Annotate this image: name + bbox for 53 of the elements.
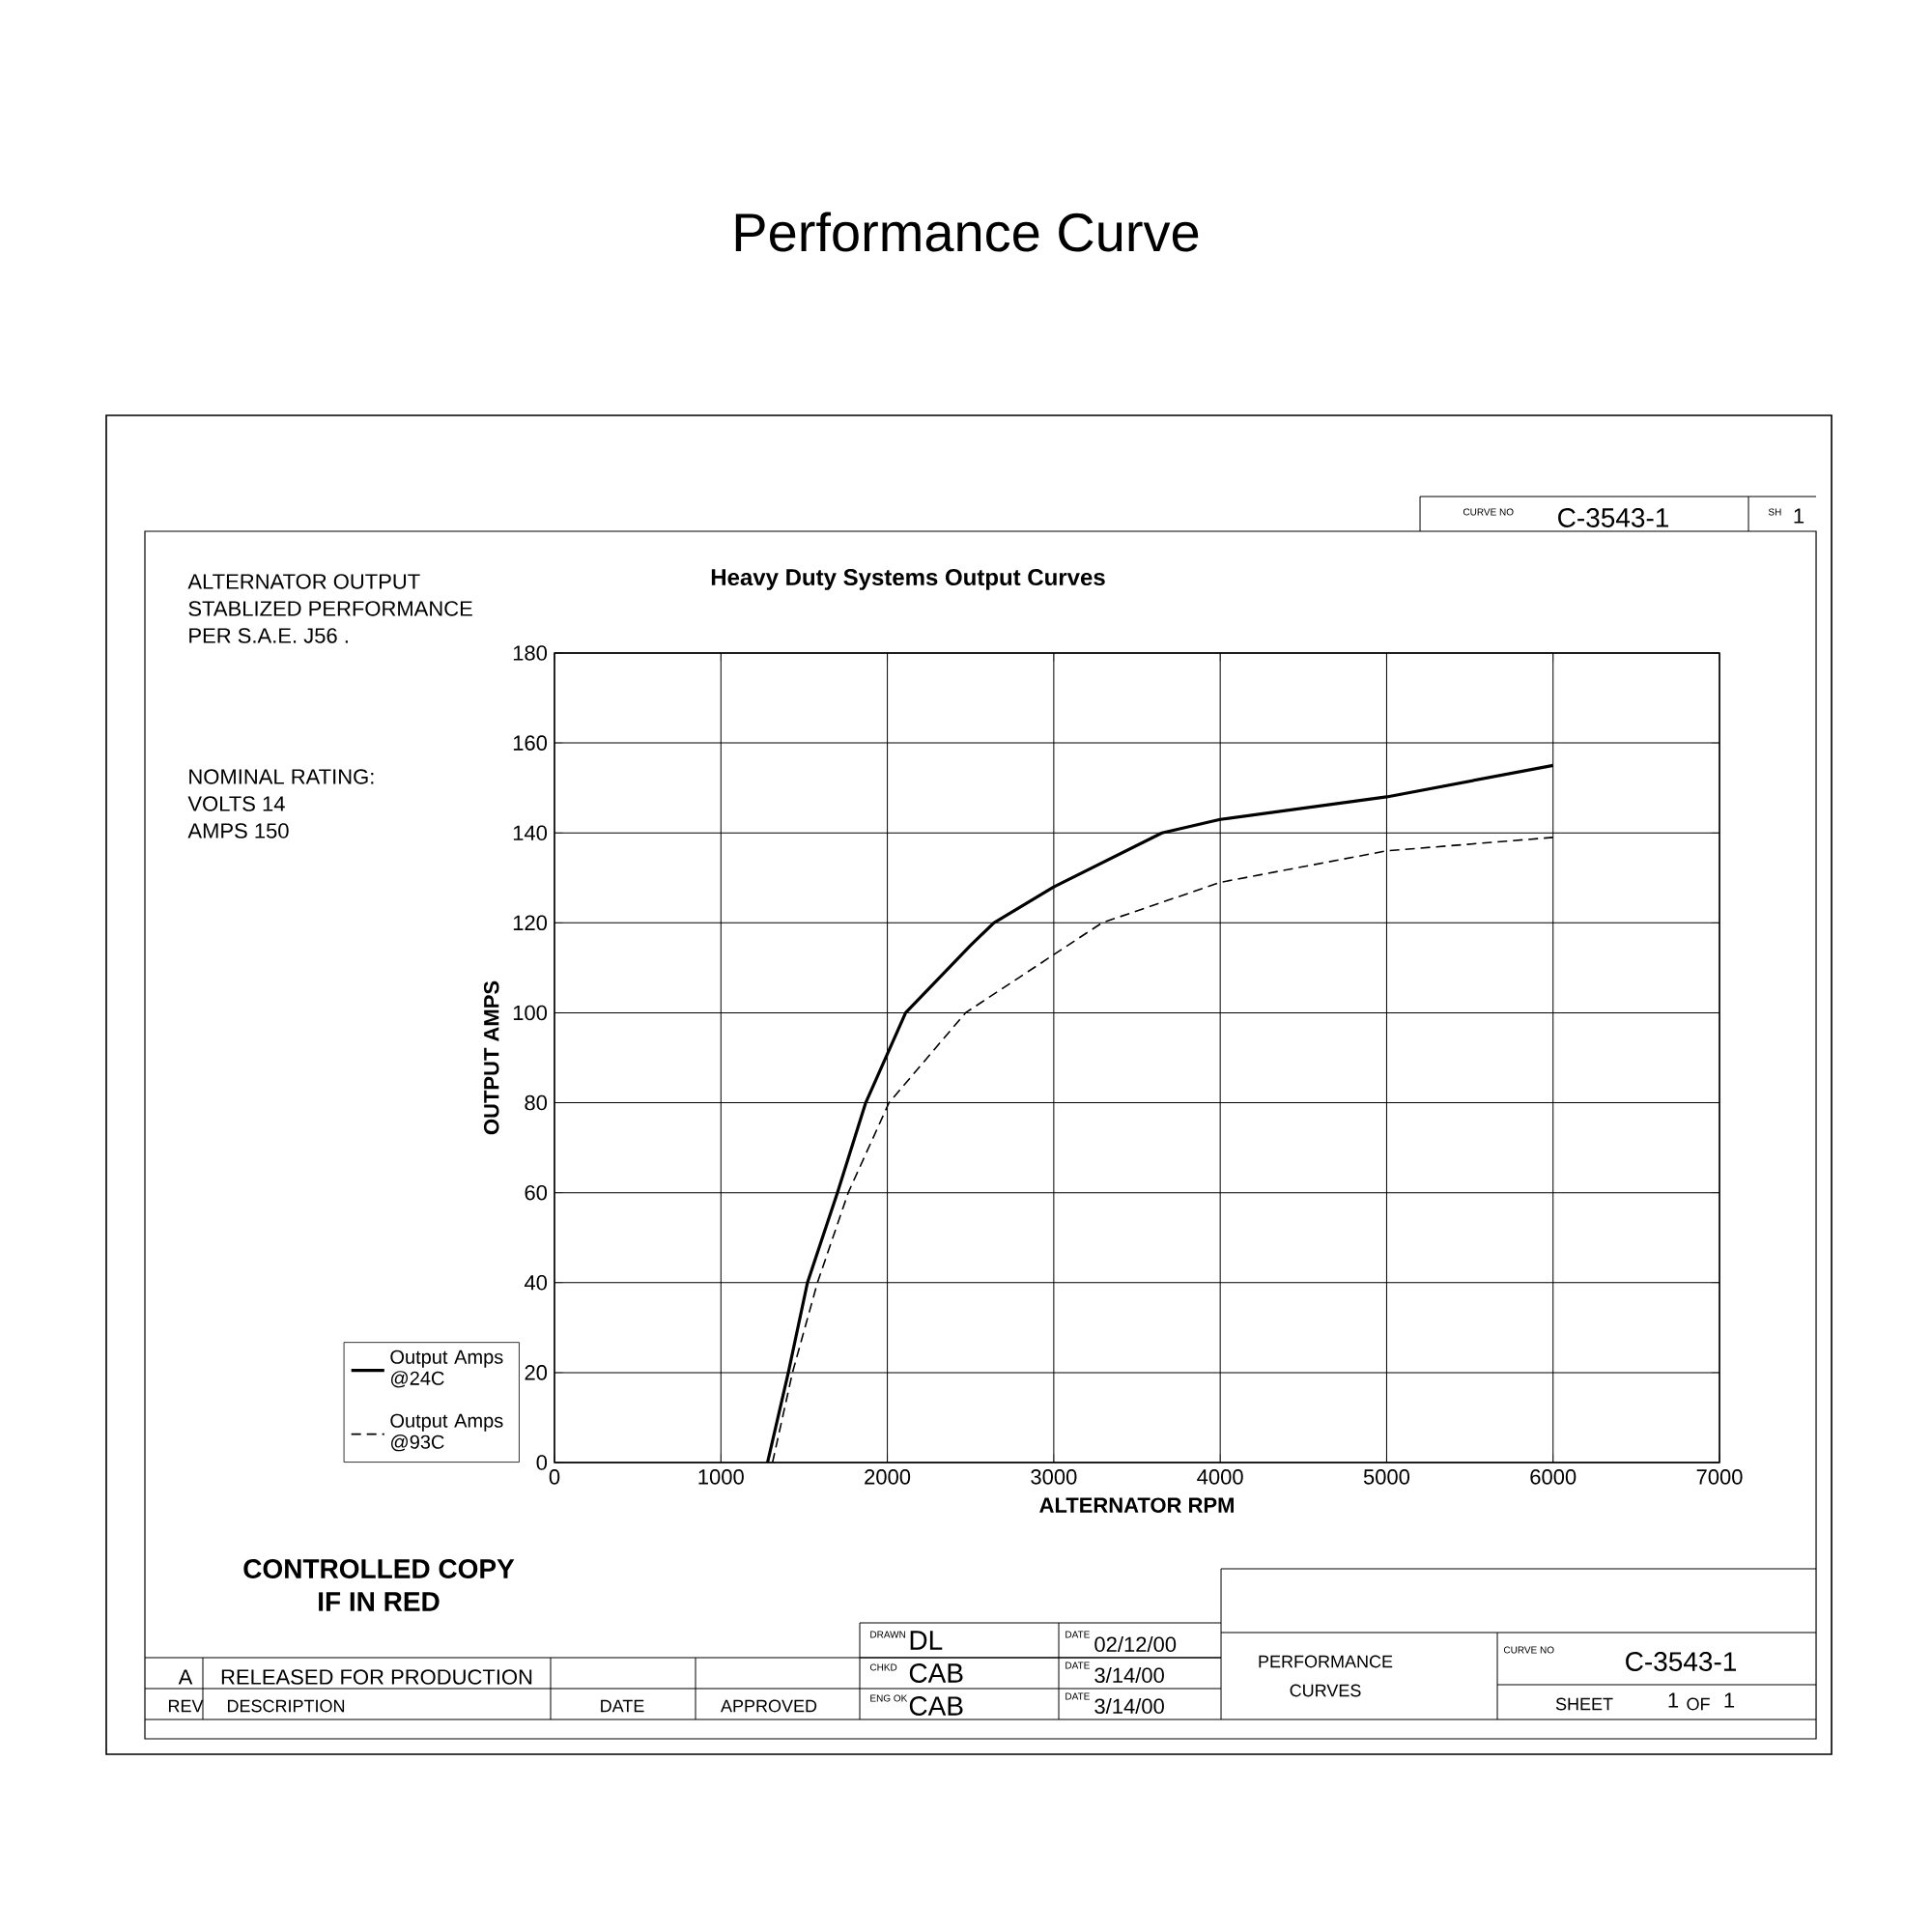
x-tick-label: 7000	[1696, 1469, 1743, 1485]
y-tick-label: 20	[525, 1365, 548, 1380]
x-tick-label: 0	[549, 1469, 560, 1485]
x-tick-label: 2000	[865, 1469, 911, 1485]
text: SHEET	[1555, 1697, 1613, 1711]
chart-subtitle: Heavy Duty Systems Output Curves	[711, 569, 1105, 590]
x-axis-title: ALTERNATOR RPM	[1039, 1497, 1234, 1513]
chart-title: Performance Curve	[735, 212, 1199, 252]
text: DL	[910, 1631, 943, 1650]
text: 1	[1724, 1692, 1735, 1708]
y-tick-label: 60	[525, 1184, 548, 1201]
text: DESCRIPTION	[227, 1699, 345, 1713]
text: VOLTS 14	[187, 796, 285, 811]
y-tick-label: 0	[536, 1455, 548, 1470]
x-tick-label: 3000	[1031, 1469, 1077, 1485]
text: PER S.A.E. J56 .	[189, 628, 348, 643]
text: CONTROLLED COPY	[243, 1559, 515, 1578]
text: A	[178, 1669, 193, 1685]
text: 1	[1668, 1692, 1679, 1708]
text: APPROVED	[721, 1699, 817, 1713]
text: PERFORMANCE	[1259, 1655, 1393, 1668]
text: IF IN RED	[319, 1592, 440, 1611]
y-tick-label: 40	[524, 1275, 548, 1291]
y-axis-title: OUTPUT AMPS	[483, 980, 499, 1135]
text: NOMINAL RATING:	[189, 769, 374, 784]
text: RELEASED FOR PRODUCTION	[221, 1669, 532, 1685]
y-tick-label: 160	[513, 735, 548, 751]
text: 3/14/00	[1094, 1697, 1164, 1715]
text: 1	[1794, 508, 1804, 524]
y-tick-label: 100	[513, 1005, 548, 1021]
y-tick-label: 180	[513, 645, 548, 661]
text: 02/12/00	[1094, 1635, 1177, 1653]
text: C-3543-1	[1558, 508, 1669, 527]
x-tick-label: 6000	[1530, 1469, 1577, 1485]
text: OF	[1687, 1697, 1710, 1711]
y-tick-label: 80	[525, 1094, 548, 1111]
y-tick-label: 140	[513, 825, 548, 840]
x-tick-label: 1000	[698, 1469, 744, 1485]
y-tick-label: 120	[513, 915, 548, 931]
text: STABLIZED PERFORMANCE	[188, 601, 472, 616]
text: DATE	[601, 1699, 644, 1713]
text: C-3543-1	[1626, 1652, 1737, 1671]
legend-label: Output Amps @24C	[390, 1350, 503, 1388]
text: AMPS 150	[187, 823, 289, 838]
text: 3/14/00	[1094, 1666, 1164, 1684]
text: CAB	[909, 1663, 963, 1683]
x-tick-label: 5000	[1363, 1469, 1410, 1485]
text: REV	[168, 1699, 204, 1713]
x-tick-label: 4000	[1197, 1469, 1243, 1485]
text: CAB	[909, 1696, 963, 1716]
legend-label: Output Amps @93C	[390, 1413, 503, 1452]
text: CURVES	[1290, 1684, 1361, 1697]
text: ALTERNATOR OUTPUT	[187, 574, 420, 589]
